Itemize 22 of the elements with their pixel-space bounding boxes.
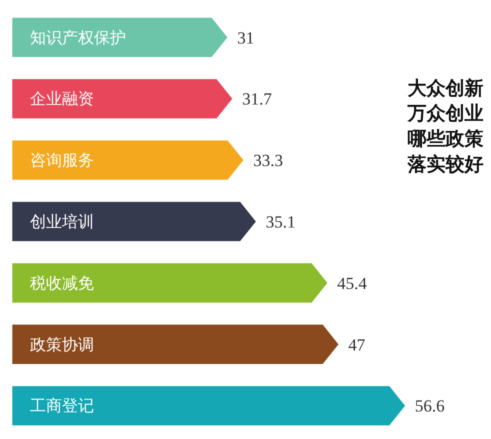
y-tick-label: 工商登记 [30,396,94,416]
y-tick-label: 企业融资 [30,89,94,108]
bar [12,140,244,180]
bar [12,18,228,57]
y-tick-label: 税收减免 [30,273,94,292]
data-label: 31.7 [242,90,272,109]
y-tick-label: 政策协调 [30,334,94,354]
bar [12,386,406,426]
data-label: 47 [348,335,366,354]
y-tick-label: 创业培训 [30,212,94,232]
bar [12,79,232,118]
bar [12,324,338,364]
bar [12,202,256,242]
data-label: 45.4 [337,274,368,293]
data-label: 56.6 [414,396,445,416]
y-tick-label: 咨询服务 [30,150,94,170]
bar [12,263,328,303]
text: 大众创新万众创业哪些政策落实较好 [406,77,484,176]
y-tick-label: 知识产权保护 [30,28,126,47]
data-label: 33.3 [253,151,283,170]
data-label: 35.1 [266,212,296,232]
data-label: 31 [237,28,254,48]
